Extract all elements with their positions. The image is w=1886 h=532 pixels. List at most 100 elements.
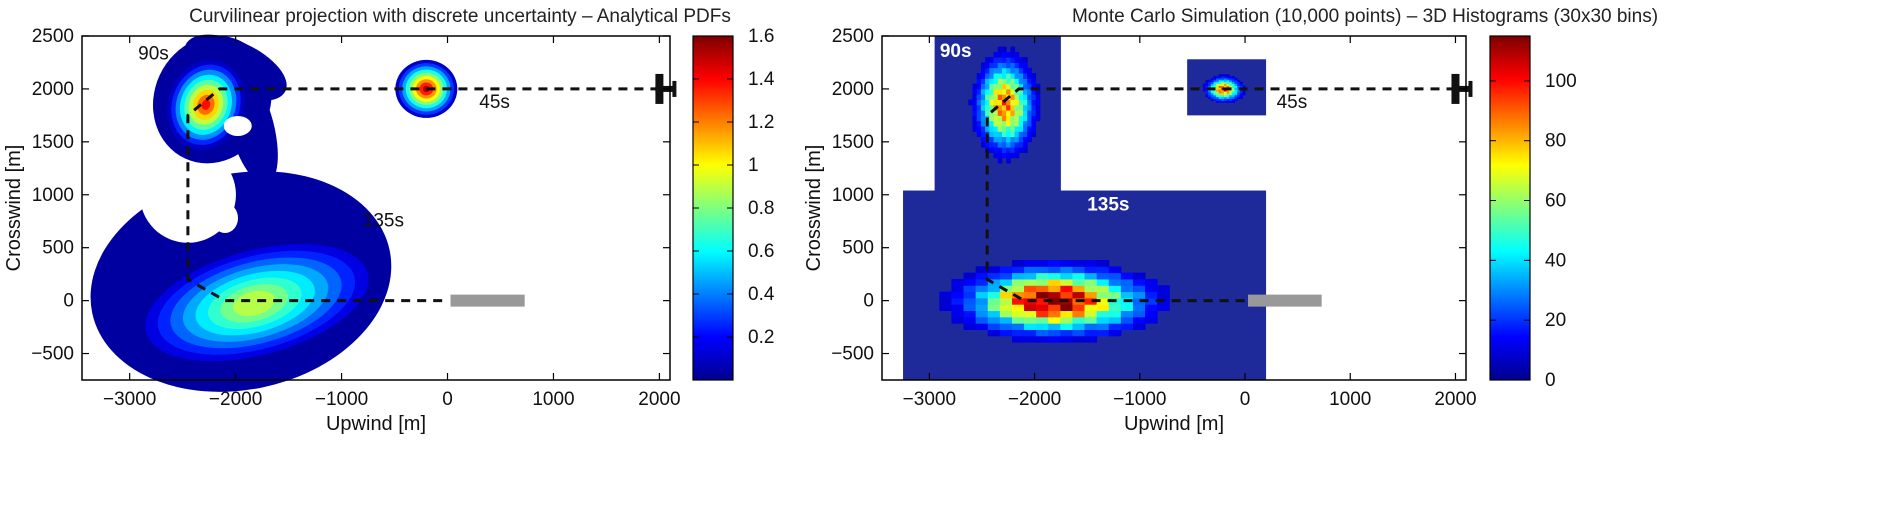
histogram-cell [975,285,989,293]
histogram-cell [1145,291,1158,299]
histogram-cell [1001,73,1007,79]
histogram-cell [1072,278,1086,286]
histogram-cell [1213,79,1217,83]
histogram-cell [1108,278,1122,286]
histogram-cell [1239,81,1243,85]
histogram-cell [1234,87,1238,90]
histogram-cell [1014,83,1020,90]
histogram-cell [1132,291,1146,299]
histogram-cell [1216,89,1220,92]
histogram-cell [1231,87,1236,90]
histogram-cell [987,291,1001,299]
histogram-cell [951,285,965,293]
histogram-cell [1018,120,1024,127]
histogram-cell [1208,85,1212,88]
histogram-cell [1011,304,1025,312]
histogram-cell [985,83,990,90]
histogram-cell [1096,278,1110,286]
histogram-cell [975,291,989,299]
histogram-cell [1036,310,1049,318]
histogram-cell [1120,272,1134,280]
histogram-cell [1216,76,1220,79]
histogram-cell [1226,98,1230,101]
histogram-cell [1210,94,1214,98]
histogram-cell [989,83,995,90]
histogram-cell [951,304,965,312]
histogram-cell [1210,83,1214,86]
x-tick-label: 2000 [1434,389,1476,410]
histogram-cell [1023,99,1028,106]
histogram-cell [1226,83,1230,86]
histogram-cell [1213,77,1217,81]
histogram-cell [1231,96,1236,100]
colorbar-tick-label: 0.6 [748,241,774,262]
histogram-cell [1234,91,1238,94]
histogram-cell [1205,85,1209,88]
histogram-cell [1223,79,1228,83]
histogram-cell [972,115,978,122]
histogram-cell [1237,85,1241,88]
y-tick-label: 2500 [832,26,874,47]
histogram-cell [989,115,995,122]
histogram-cell [1006,110,1011,116]
histogram-cell [1213,85,1217,88]
histogram-cell [1210,79,1214,83]
histogram-cell [989,147,995,153]
histogram-cell [1213,92,1217,96]
histogram-cell [1221,83,1225,86]
histogram-cell [1060,285,1073,293]
time-label: 45s [479,92,510,113]
histogram-cell [1006,136,1011,143]
histogram-cell [1226,74,1230,77]
histogram-cell [1048,291,1061,299]
histogram-cell [1001,46,1007,53]
histogram-cell [1060,329,1073,337]
histogram-cell [1006,152,1011,159]
histogram-cell [999,291,1013,299]
histogram-cell [1027,104,1032,111]
histogram-cell [975,272,989,280]
colorbar-tick-label: 80 [1545,131,1566,152]
histogram-cell [1226,94,1230,98]
runway [1248,294,1322,307]
histogram-cell [1208,81,1212,85]
histogram-cell [1006,147,1011,153]
histogram-cell [1231,81,1236,85]
histogram-cell [1096,329,1110,337]
histogram-cell [997,152,1003,159]
histogram-cell [997,157,1003,164]
histogram-cell [1023,78,1028,85]
histogram-cell [1014,147,1020,153]
histogram-cell [1035,110,1041,116]
histogram-cell [1231,76,1236,79]
histogram-cell [1036,316,1049,324]
histogram-cell [1084,272,1098,280]
histogram-cell [987,316,1001,324]
histogram-cell [1234,79,1238,83]
histogram-cell [989,73,995,79]
histogram-cell [1213,96,1217,100]
histogram-cell [1024,323,1037,330]
histogram-cell [1072,304,1086,312]
histogram-cell [1231,98,1236,101]
histogram-cell [1048,335,1061,343]
histogram-cell [976,104,982,111]
histogram-cell [1024,285,1037,293]
histogram-cell [1221,100,1225,103]
histogram-cell [1096,291,1110,299]
histogram-cell [1014,110,1020,116]
histogram-cell [1031,88,1037,95]
histogram-cell [1221,91,1225,94]
histogram-cell [963,278,977,286]
histogram-cell [1239,91,1243,94]
histogram-cell [1014,141,1020,148]
histogram-cell [1010,110,1016,116]
histogram-cell [1018,88,1024,95]
aircraft-tail [1468,80,1473,97]
histogram-cell [1035,104,1041,111]
pdf-contour [233,290,275,317]
histogram-cell [997,125,1003,132]
histogram-cell [951,310,965,318]
histogram-cell [993,99,999,106]
histogram-cell [993,110,999,116]
